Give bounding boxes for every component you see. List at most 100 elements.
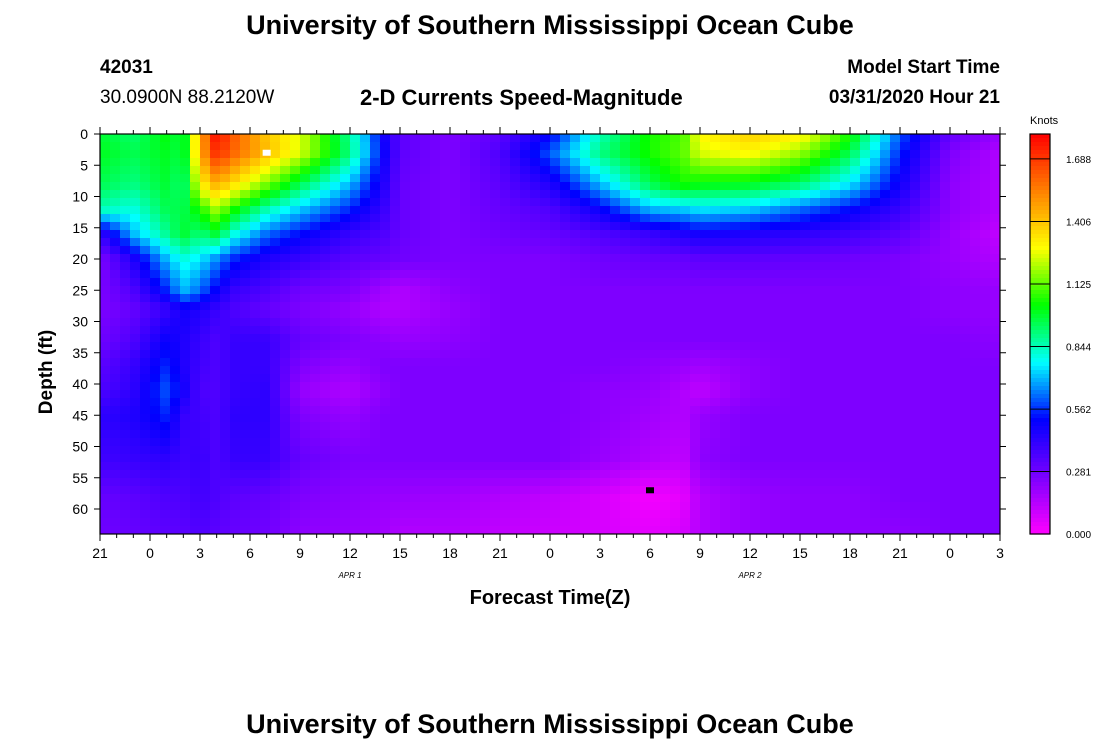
heatmap-cell	[380, 326, 391, 335]
heatmap-cell	[470, 398, 481, 407]
heatmap-cell	[950, 214, 961, 223]
heatmap-cell	[720, 262, 731, 271]
heatmap-cell	[630, 502, 641, 511]
heatmap-cell	[950, 230, 961, 239]
heatmap-cell	[910, 486, 921, 495]
heatmap-cell	[930, 486, 941, 495]
heatmap-cell	[810, 446, 821, 455]
heatmap-cell	[350, 502, 361, 511]
heatmap-cell	[500, 230, 511, 239]
heatmap-cell	[360, 406, 371, 415]
heatmap-cell	[270, 158, 281, 167]
heatmap-cell	[710, 158, 721, 167]
heatmap-cell	[650, 486, 661, 495]
heatmap-cell	[170, 278, 181, 287]
heatmap-cell	[300, 302, 311, 311]
heatmap-cell	[360, 254, 371, 263]
heatmap-cell	[310, 150, 321, 159]
heatmap-cell	[230, 158, 241, 167]
heatmap-cell	[920, 238, 931, 247]
heatmap-cell	[820, 526, 831, 534]
heatmap-cell	[950, 238, 961, 247]
heatmap-cell	[190, 134, 201, 143]
heatmap-cell	[740, 318, 751, 327]
heatmap-cell	[660, 414, 671, 423]
heatmap-cell	[850, 182, 861, 191]
heatmap-cell	[600, 358, 611, 367]
heatmap-cell	[510, 270, 521, 279]
heatmap-cell	[210, 478, 221, 487]
heatmap-cell	[630, 486, 641, 495]
heatmap-cell	[870, 158, 881, 167]
heatmap-cell	[840, 398, 851, 407]
heatmap-cell	[900, 430, 911, 439]
heatmap-cell	[860, 486, 871, 495]
heatmap-cell	[920, 446, 931, 455]
heatmap-cell	[860, 526, 871, 534]
heatmap-cell	[520, 494, 531, 503]
heatmap-cell	[480, 510, 491, 519]
heatmap-cell	[870, 398, 881, 407]
heatmap-cell	[130, 150, 141, 159]
heatmap-cell	[620, 350, 631, 359]
heatmap-cell	[370, 350, 381, 359]
heatmap-cell	[480, 486, 491, 495]
heatmap-cell	[510, 398, 521, 407]
heatmap-cell	[210, 350, 221, 359]
heatmap-cell	[540, 422, 551, 431]
heatmap-cell	[850, 438, 861, 447]
heatmap-cell	[130, 358, 141, 367]
heatmap-cell	[620, 470, 631, 479]
heatmap-cell	[180, 318, 191, 327]
heatmap-cell	[720, 182, 731, 191]
heatmap-cell	[110, 462, 121, 471]
heatmap-cell	[140, 510, 151, 519]
heatmap-cell	[280, 446, 291, 455]
heatmap-cell	[110, 494, 121, 503]
heatmap-cell	[260, 158, 271, 167]
heatmap-cell	[860, 390, 871, 399]
heatmap-cell	[530, 526, 541, 534]
heatmap-cell	[180, 142, 191, 151]
y-tick-label: 15	[72, 220, 88, 236]
heatmap-cell	[870, 502, 881, 511]
heatmap-cell	[870, 150, 881, 159]
colorbar-segment	[1030, 522, 1050, 527]
heatmap-cell	[720, 246, 731, 255]
heatmap-cell	[140, 454, 151, 463]
heatmap-cell	[770, 382, 781, 391]
heatmap-cell	[950, 166, 961, 175]
heatmap-cell	[320, 462, 331, 471]
heatmap-cell	[650, 478, 661, 487]
heatmap-cell	[470, 302, 481, 311]
heatmap-cell	[610, 486, 621, 495]
heatmap-cell	[470, 446, 481, 455]
heatmap-cell	[300, 134, 311, 143]
heatmap-cell	[610, 478, 621, 487]
heatmap-cell	[930, 454, 941, 463]
heatmap-cell	[360, 262, 371, 271]
heatmap-cell	[670, 398, 681, 407]
heatmap-cell	[540, 278, 551, 287]
heatmap-cell	[590, 398, 601, 407]
heatmap-cell	[880, 214, 891, 223]
heatmap-cell	[410, 374, 421, 383]
heatmap-cell	[390, 262, 401, 271]
heatmap-cell	[400, 254, 411, 263]
heatmap-cell	[610, 254, 621, 263]
heatmap-cell	[200, 374, 211, 383]
heatmap-cell	[330, 334, 341, 343]
heatmap-cell	[260, 246, 271, 255]
heatmap-cell	[190, 302, 201, 311]
heatmap-cell	[290, 518, 301, 527]
heatmap-cell	[560, 502, 571, 511]
colorbar-segment	[1030, 494, 1050, 499]
heatmap-cell	[230, 150, 241, 159]
heatmap-cell	[610, 286, 621, 295]
heatmap-cell	[730, 286, 741, 295]
colorbar-segment	[1030, 402, 1050, 407]
heatmap-cell	[510, 374, 521, 383]
heatmap-cell	[620, 270, 631, 279]
heatmap-cell	[490, 182, 501, 191]
heatmap-cell	[610, 382, 621, 391]
